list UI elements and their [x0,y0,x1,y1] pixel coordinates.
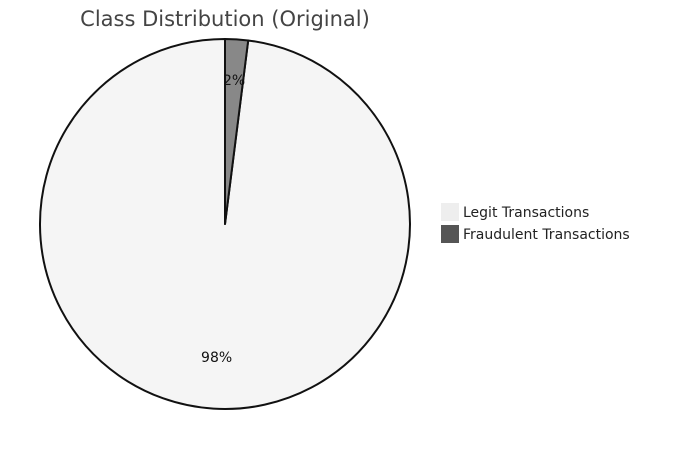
pie-slice-fraudulent-transactions [224,38,250,225]
pie-slices [39,38,411,410]
legend-label-fraudulent-transactions: Fraudulent Transactions [463,227,630,243]
slice-label-fraudulent-transactions: 2% [223,73,245,89]
legend-swatch-fraudulent-transactions [441,225,459,243]
legend: Legit Transactions Fraudulent Transaction… [441,203,630,243]
slice-label-legit-transactions: 98% [201,350,232,366]
legend-label-legit-transactions: Legit Transactions [463,205,589,221]
chart-title: Class Distribution (Original) [80,7,370,31]
legend-swatch-legit-transactions [441,203,459,221]
pie-slice-labels: 98% 2% [201,73,245,366]
